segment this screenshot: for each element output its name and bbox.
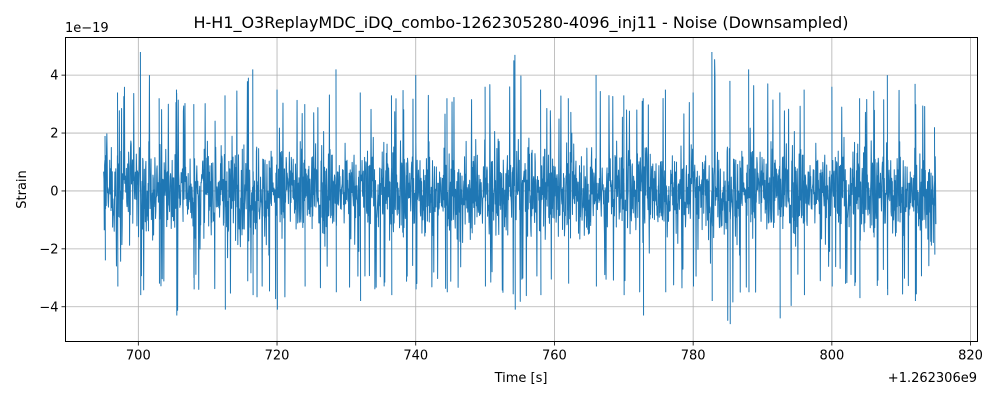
- x-tick-label: 740: [403, 349, 428, 364]
- x-tick-label: 720: [265, 349, 290, 364]
- y-tick-label: −4: [39, 300, 58, 315]
- x-tick-label: 800: [819, 349, 844, 364]
- x-offset-label: +1.262306e9: [888, 371, 977, 386]
- y-axis: −4 −2 0 2 4: [39, 69, 66, 315]
- x-tick-label: 700: [126, 349, 151, 364]
- strain-series-line: [103, 51, 937, 325]
- plot-frame: [65, 37, 978, 342]
- x-axis-label: Time [s]: [494, 371, 548, 386]
- x-tick-label: 760: [542, 349, 567, 364]
- x-tick-label: 820: [958, 349, 983, 364]
- chart-title: H-H1_O3ReplayMDC_iDQ_combo-1262305280-40…: [194, 13, 849, 33]
- y-tick-label: 2: [50, 127, 58, 142]
- series-layer: [103, 51, 937, 325]
- y-scale-label: 1e−19: [65, 21, 109, 36]
- x-axis: 700 720 740 760 780 800 820: [126, 341, 983, 364]
- y-tick-label: 4: [50, 69, 58, 84]
- y-axis-label: Strain: [15, 170, 30, 209]
- y-tick-label: −2: [39, 242, 58, 257]
- x-tick-label: 780: [681, 349, 706, 364]
- y-tick-label: 0: [50, 184, 58, 199]
